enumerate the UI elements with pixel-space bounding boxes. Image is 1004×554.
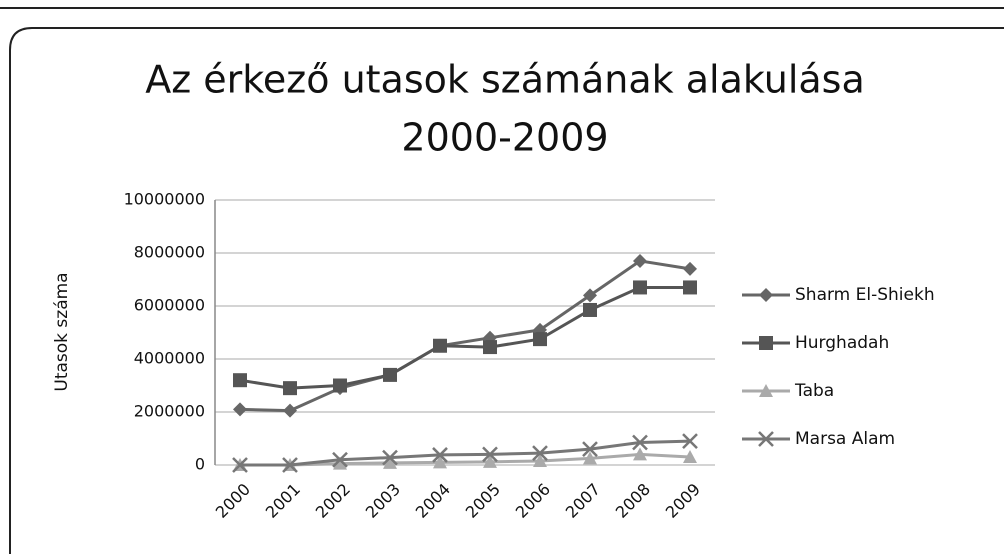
marker bbox=[682, 433, 698, 450]
chart-title: Az érkező utasok számának alakulása bbox=[145, 58, 865, 102]
marker bbox=[583, 288, 597, 303]
marker bbox=[283, 403, 297, 418]
marker bbox=[332, 451, 348, 468]
x-tick-label: 2008 bbox=[612, 480, 654, 522]
marker bbox=[759, 288, 773, 302]
y-tick-label: 2000000 bbox=[134, 402, 205, 421]
marker bbox=[333, 456, 347, 470]
marker bbox=[233, 373, 247, 388]
y-axis-label: Utasok száma bbox=[52, 272, 72, 391]
marker bbox=[683, 261, 697, 276]
legend-label: Sharm El-Shiekh bbox=[795, 285, 935, 305]
marker bbox=[532, 445, 548, 461]
marker bbox=[433, 338, 447, 353]
marker bbox=[232, 457, 248, 473]
marker bbox=[483, 340, 497, 355]
x-tick-label: 2005 bbox=[462, 480, 504, 522]
marker bbox=[483, 454, 497, 468]
marker bbox=[582, 441, 598, 457]
x-tick-label: 2006 bbox=[512, 480, 554, 522]
series-line bbox=[239, 285, 690, 390]
chart-title: 2000-2009 bbox=[401, 116, 608, 160]
marker bbox=[283, 381, 297, 396]
marker bbox=[683, 450, 697, 464]
marker bbox=[432, 447, 448, 463]
marker bbox=[633, 280, 647, 295]
marker bbox=[433, 455, 447, 469]
marker bbox=[383, 455, 397, 469]
legend-label: Hurghadah bbox=[795, 333, 889, 353]
y-tick-label: 4000000 bbox=[134, 349, 205, 368]
marker bbox=[759, 384, 773, 397]
series-line bbox=[240, 439, 691, 467]
marker bbox=[633, 253, 647, 268]
marker bbox=[759, 336, 773, 350]
marker bbox=[758, 431, 774, 447]
marker bbox=[282, 457, 298, 473]
marker bbox=[533, 332, 547, 347]
marker bbox=[383, 367, 397, 382]
y-tick-label: 0 bbox=[195, 455, 205, 474]
x-tick-label: 2004 bbox=[412, 480, 454, 522]
series-line bbox=[239, 259, 691, 413]
x-tick-label: 2003 bbox=[362, 480, 404, 522]
marker bbox=[333, 378, 347, 393]
marker bbox=[382, 449, 398, 466]
legend-label: Marsa Alam bbox=[795, 429, 895, 449]
legend-label: Taba bbox=[794, 381, 834, 401]
marker bbox=[533, 454, 547, 468]
marker bbox=[482, 446, 498, 463]
x-tick-label: 2002 bbox=[312, 480, 354, 522]
series-line bbox=[240, 452, 691, 467]
y-tick-label: 8000000 bbox=[134, 243, 205, 262]
x-tick-label: 2009 bbox=[662, 480, 704, 522]
y-tick-label: 10000000 bbox=[124, 190, 205, 209]
x-tick-label: 2007 bbox=[562, 480, 604, 522]
marker bbox=[633, 447, 647, 461]
x-tick-label: 2001 bbox=[262, 480, 304, 522]
marker bbox=[583, 451, 597, 465]
y-tick-label: 6000000 bbox=[134, 296, 205, 315]
marker bbox=[683, 280, 697, 295]
x-tick-label: 2000 bbox=[212, 480, 254, 522]
chart-frame bbox=[9, 27, 1004, 554]
marker bbox=[583, 302, 597, 317]
marker bbox=[233, 402, 247, 417]
marker bbox=[632, 434, 648, 451]
